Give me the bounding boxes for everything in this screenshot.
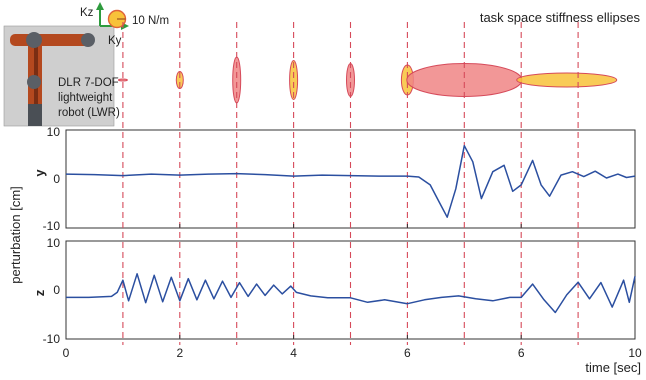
x-tick-label: 0 bbox=[63, 346, 70, 360]
scale-label: 10 N/m bbox=[132, 15, 169, 27]
robot-caption: DLR 7-DOF lightweight robot (LWR) bbox=[58, 77, 120, 119]
y-tick-label: 10 bbox=[47, 236, 61, 250]
x-tick-label: 6 bbox=[518, 346, 525, 360]
kz-label: Kz bbox=[80, 7, 94, 19]
stiffness-ellipse bbox=[175, 71, 184, 89]
y-tick-label: -10 bbox=[43, 332, 61, 346]
x-tick-label: 10 bbox=[628, 346, 642, 360]
panel-y-label: y bbox=[32, 169, 47, 177]
robot-caption-line-1: DLR 7-DOF bbox=[58, 77, 119, 89]
x-tick-label: 6 bbox=[404, 346, 411, 360]
robot-photo bbox=[3, 25, 115, 127]
x-tick-label: 4 bbox=[290, 346, 297, 360]
y-axis-label: perturbation [cm] bbox=[8, 186, 23, 284]
chart-title: task space stiffness ellipses bbox=[480, 10, 641, 25]
panel-z-frame bbox=[65, 240, 636, 340]
stiffness-ellipse bbox=[289, 60, 299, 100]
perturbation-traces bbox=[65, 144, 636, 314]
stiffness-ellipse bbox=[406, 63, 523, 97]
y-tick-label: 10 bbox=[47, 125, 61, 139]
y-tick-label: -10 bbox=[43, 219, 61, 233]
x-tick-label: 2 bbox=[176, 346, 183, 360]
y-ticks-panel-z: 10 0 -10 bbox=[43, 236, 61, 346]
stiffness-ellipse bbox=[516, 72, 618, 88]
y-tick-label: 0 bbox=[53, 283, 60, 297]
stiffness-scale-legend: 10 N/m bbox=[107, 9, 169, 29]
x-ticks: 0 2 4 6 6 10 bbox=[63, 224, 642, 360]
x-axis-label: time [sec] bbox=[585, 360, 641, 375]
stiffness-ellipse bbox=[117, 78, 128, 82]
ky-label: Ky bbox=[108, 35, 122, 47]
robot-caption-line-2: lightweight bbox=[58, 92, 113, 104]
panel-z-label: z bbox=[32, 289, 47, 296]
stiffness-ellipses bbox=[117, 56, 618, 104]
robot-caption-line-3: robot (LWR) bbox=[58, 107, 120, 119]
perturbation-trace-z bbox=[66, 273, 636, 314]
y-tick-label: 0 bbox=[53, 172, 60, 186]
stiffness-ellipse bbox=[346, 63, 355, 97]
y-ticks-panel-y: 10 0 -10 bbox=[43, 125, 61, 233]
perturbation-trace-y bbox=[65, 144, 636, 218]
